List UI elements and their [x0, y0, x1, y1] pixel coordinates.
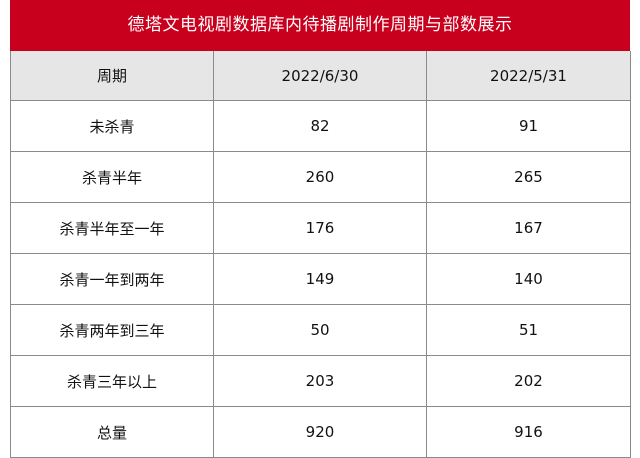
period-cell: 杀青两年到三年: [10, 304, 214, 356]
value-cell: 260: [213, 151, 427, 203]
table-header-row: 周期 2022/6/30 2022/5/31: [10, 51, 631, 101]
table-row: 杀青半年 260 265: [10, 151, 631, 203]
value-cell: 149: [213, 253, 427, 305]
value-cell: 167: [426, 202, 631, 254]
header-period: 周期: [10, 51, 214, 101]
value-cell: 265: [426, 151, 631, 203]
period-cell: 杀青一年到两年: [10, 253, 214, 305]
value-cell: 916: [426, 406, 631, 458]
cycle-count-table: 周期 2022/6/30 2022/5/31 未杀青 82 91 杀青半年 26…: [10, 51, 631, 458]
value-cell: 140: [426, 253, 631, 305]
table-row: 未杀青 82 91: [10, 100, 631, 152]
value-cell: 50: [213, 304, 427, 356]
period-cell: 杀青三年以上: [10, 355, 214, 407]
table-title: 德塔文电视剧数据库内待播剧制作周期与部数展示: [10, 0, 630, 51]
value-cell: 82: [213, 100, 427, 152]
period-cell: 杀青半年: [10, 151, 214, 203]
header-date-1: 2022/6/30: [213, 51, 427, 101]
period-cell: 杀青半年至一年: [10, 202, 214, 254]
value-cell: 176: [213, 202, 427, 254]
value-cell: 91: [426, 100, 631, 152]
value-cell: 51: [426, 304, 631, 356]
period-cell: 未杀青: [10, 100, 214, 152]
table-row: 杀青两年到三年 50 51: [10, 304, 631, 356]
value-cell: 202: [426, 355, 631, 407]
value-cell: 203: [213, 355, 427, 407]
table-row: 总量 920 916: [10, 406, 631, 458]
header-date-2: 2022/5/31: [426, 51, 631, 101]
table-row: 杀青一年到两年 149 140: [10, 253, 631, 305]
value-cell: 920: [213, 406, 427, 458]
data-table-card: 德塔文电视剧数据库内待播剧制作周期与部数展示 周期 2022/6/30 2022…: [10, 0, 631, 458]
period-cell: 总量: [10, 406, 214, 458]
table-row: 杀青三年以上 203 202: [10, 355, 631, 407]
table-row: 杀青半年至一年 176 167: [10, 202, 631, 254]
